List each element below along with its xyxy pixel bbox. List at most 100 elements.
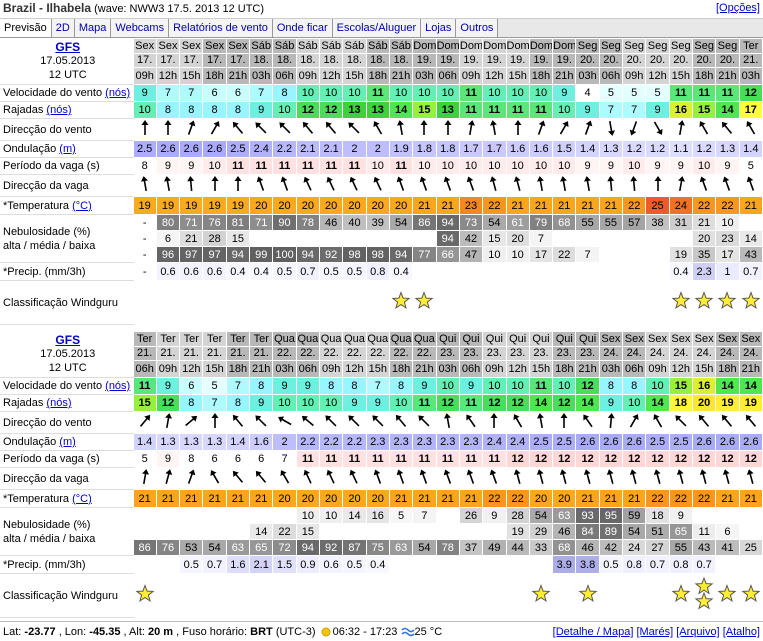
date-cell: 17.	[202, 53, 227, 68]
direction-arrow	[395, 414, 407, 427]
arrow	[211, 176, 219, 191]
temp-value: 20	[301, 492, 314, 505]
temp-value: 22	[488, 492, 501, 505]
footer-link[interactable]: [Detalhe / Mapa]	[552, 626, 634, 638]
tab[interactable]: Previsão	[0, 19, 52, 37]
wave-dir-cell	[132, 467, 157, 490]
star	[671, 584, 691, 603]
unit-link[interactable]: (nós)	[105, 87, 131, 99]
arrow	[513, 414, 522, 428]
direction-arrow	[420, 469, 428, 484]
arrow	[418, 415, 430, 427]
footer-link[interactable]: [Marés]	[636, 626, 674, 638]
cloud_high-cell: 16	[365, 507, 390, 524]
wave-value: 2.6	[696, 436, 712, 448]
date-cell: 22.	[318, 346, 344, 361]
star	[671, 291, 691, 310]
tab[interactable]: Mapa	[74, 19, 112, 37]
row-label: *Temperatura (°C)	[0, 196, 133, 215]
cloud_high-cell	[272, 507, 297, 524]
arrow-head	[373, 176, 380, 183]
wave-value: 1.8	[416, 143, 433, 155]
cloud_low-cell: 24	[622, 539, 647, 556]
gust-value: 7	[607, 104, 614, 116]
unit-link[interactable]: (nós)	[105, 380, 131, 392]
rating-cell	[552, 280, 577, 325]
model-link[interactable]: GFS	[55, 333, 81, 348]
wind-value: 5	[631, 87, 638, 99]
unit-link[interactable]: (°C)	[72, 492, 92, 505]
unit-link[interactable]: (nós)	[46, 104, 72, 116]
direction-arrow	[560, 176, 568, 192]
tab[interactable]: 2D	[51, 19, 75, 37]
cloud_mid-value: 54	[628, 525, 641, 538]
star	[391, 291, 411, 310]
unit-link[interactable]: (°C)	[72, 199, 92, 212]
wind-value: 7	[258, 87, 265, 99]
arrow	[746, 469, 754, 484]
model-cell: GFS 17.05.2013 12 UTC	[0, 38, 133, 85]
wave-value: 1.5	[556, 143, 572, 155]
cloud_high-value: 73	[464, 216, 478, 229]
date-cell: 23.	[505, 346, 530, 361]
cloud_low-cell: 76	[155, 539, 181, 556]
cloud_low-cell: 7	[575, 246, 600, 263]
options-link[interactable]: [Opções]	[715, 2, 760, 14]
unit-link[interactable]: (m)	[59, 436, 76, 448]
tab[interactable]: Onde ficar	[272, 19, 333, 37]
cloud_low-value: -	[142, 248, 147, 261]
wave-cell: 1.4	[132, 433, 157, 451]
tab[interactable]: Relatórios de vento	[169, 19, 273, 37]
tab[interactable]: Escolas/Aluguer	[332, 19, 422, 37]
footer-link[interactable]: [Atalho]	[722, 626, 760, 638]
direction-arrow	[188, 120, 196, 135]
direction-arrow	[187, 176, 195, 192]
day-cell: Seg	[598, 38, 624, 54]
hour-cell: 03h	[598, 360, 624, 378]
period-cell: 11	[412, 450, 437, 468]
gust-cell: 8	[202, 101, 227, 119]
arrow	[677, 120, 685, 136]
model-link[interactable]: GFS	[55, 40, 81, 55]
rating-cell	[202, 573, 227, 618]
gust-value: 11	[535, 104, 547, 116]
arrow-head	[490, 120, 498, 126]
tab[interactable]: Webcams	[111, 19, 170, 37]
unit-link[interactable]: (nós)	[46, 397, 72, 409]
cloud_low-value: 47	[464, 248, 478, 261]
unit-link[interactable]: (m)	[59, 143, 76, 155]
hour-cell: 12h	[342, 360, 367, 378]
gust-value: 20	[698, 397, 711, 409]
wind-cell: 9	[155, 377, 181, 395]
footer-lon: -45.35	[89, 626, 121, 638]
wind-dir-cell	[715, 411, 740, 434]
tab[interactable]: Outros	[456, 19, 499, 37]
arrow-head	[653, 469, 661, 476]
label-text: *Precip. (mm/3h)	[3, 558, 86, 571]
precip-cell: 0.5	[342, 555, 367, 574]
day-cell: Sex	[132, 38, 157, 54]
date-cell: 18.	[249, 53, 274, 68]
day-cell: Sáb	[272, 38, 297, 54]
day-cell: Dom	[482, 38, 507, 54]
day-cell: Sex	[691, 331, 717, 347]
tab[interactable]: Lojas	[421, 19, 457, 37]
wave-dir-cell	[318, 174, 344, 197]
day-cell: Dom	[505, 38, 530, 54]
gust-cell: 10	[295, 394, 321, 412]
cloud_mid-cell	[412, 523, 437, 540]
arrow	[210, 470, 219, 484]
cloud_low-cell: 10	[505, 246, 530, 263]
cloud_high-value: 94	[441, 216, 454, 229]
footer-link[interactable]: [Arquivo]	[676, 626, 720, 638]
direction-arrow	[303, 176, 312, 191]
cloud_low-cell: 96	[155, 246, 181, 263]
period-cell: 11	[225, 157, 251, 175]
rating-cell	[318, 280, 344, 325]
cloud_high-cell: 9	[668, 507, 694, 524]
hour-cell: 21h	[388, 67, 414, 85]
cloud_high-value: 78	[301, 216, 314, 229]
cloud_low-value: 33	[534, 541, 548, 554]
cloud_high-cell: 9	[482, 507, 507, 524]
wave-value: 2.5	[230, 143, 246, 155]
